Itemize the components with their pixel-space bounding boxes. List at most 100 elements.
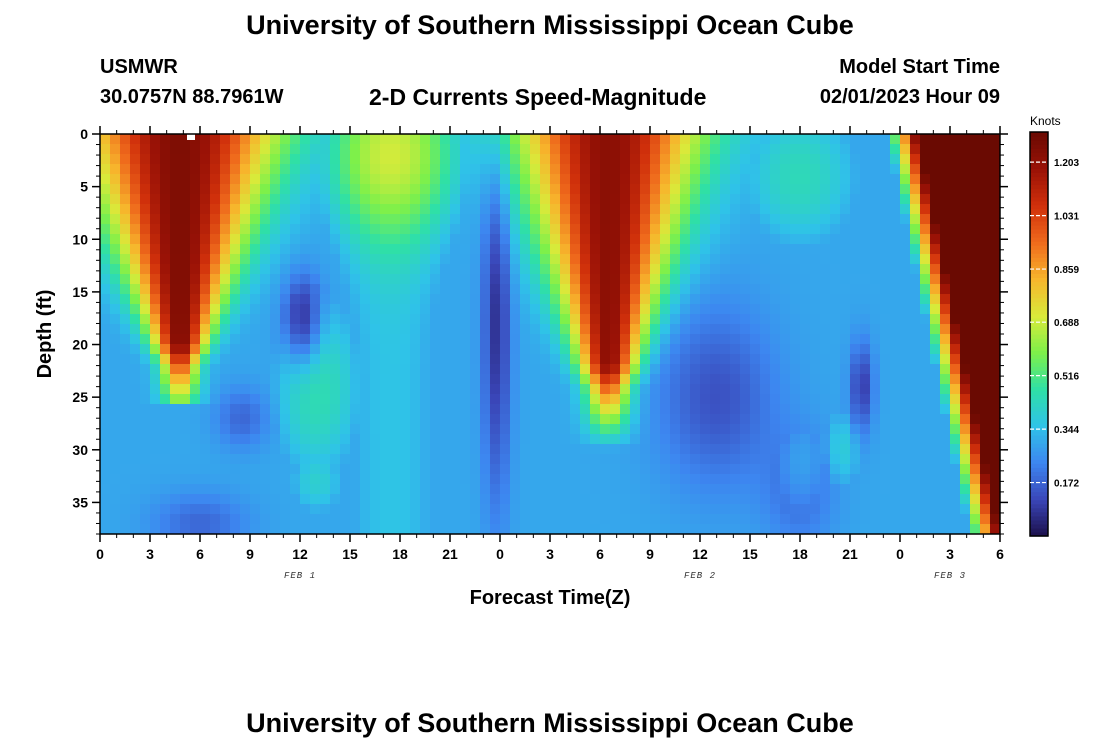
heatmap-cell (170, 284, 181, 295)
heatmap-cell (530, 514, 541, 525)
heatmap-cell (610, 214, 621, 225)
heatmap-cell (170, 314, 181, 325)
heatmap-cell (730, 204, 741, 215)
heatmap-cell (910, 374, 921, 385)
heatmap-cell (990, 224, 1000, 235)
heatmap-cell (580, 454, 591, 465)
heatmap-cell (410, 444, 421, 455)
heatmap-cell (340, 244, 351, 255)
colorbar-swatch (1030, 265, 1048, 270)
heatmap-cell (440, 144, 451, 155)
heatmap-cell (420, 294, 431, 305)
heatmap-cell (680, 214, 691, 225)
heatmap-cell (480, 374, 491, 385)
heatmap-cell (300, 434, 311, 445)
heatmap-cell (420, 504, 431, 515)
heatmap-cell (220, 454, 231, 465)
heatmap-cell (910, 264, 921, 275)
heatmap-cell (430, 354, 441, 365)
heatmap-cell (340, 524, 351, 534)
heatmap-cell (450, 374, 461, 385)
heatmap-cell (560, 374, 571, 385)
heatmap-cell (470, 344, 481, 355)
heatmap-cell (750, 174, 761, 185)
heatmap-cell (760, 264, 771, 275)
heatmap-cell (880, 484, 891, 495)
heatmap-cell (650, 194, 661, 205)
heatmap-cell (300, 244, 311, 255)
heatmap-cell (360, 174, 371, 185)
heatmap-cell (790, 264, 801, 275)
colorbar-swatch (1030, 447, 1048, 452)
heatmap-cell (640, 444, 651, 455)
heatmap-cell (910, 514, 921, 525)
heatmap-cell (620, 294, 631, 305)
heatmap-cell (980, 134, 991, 145)
heatmap-cell (460, 214, 471, 225)
heatmap-cell (300, 454, 311, 465)
heatmap-cell (650, 224, 661, 235)
heatmap-cell (380, 374, 391, 385)
heatmap-cell (200, 234, 211, 245)
heatmap-cell (750, 194, 761, 205)
heatmap-cell (560, 274, 571, 285)
heatmap-cell (310, 334, 321, 345)
heatmap-cell (840, 134, 851, 145)
heatmap-cell (410, 514, 421, 525)
heatmap-cell (920, 454, 931, 465)
heatmap-cell (100, 444, 111, 455)
heatmap-cell (280, 164, 291, 175)
heatmap-cell (490, 424, 501, 435)
heatmap-cell (580, 184, 591, 195)
heatmap-cell (530, 294, 541, 305)
heatmap-cell (360, 474, 371, 485)
heatmap-cell (250, 344, 261, 355)
heatmap-cell (470, 214, 481, 225)
x-tick-label: 0 (896, 546, 904, 562)
heatmap-cell (760, 294, 771, 305)
heatmap-cell (640, 234, 651, 245)
heatmap-cell (690, 274, 701, 285)
heatmap-cell (920, 384, 931, 395)
heatmap-cell (850, 424, 861, 435)
heatmap-cell (150, 284, 161, 295)
heatmap-cell (990, 304, 1000, 315)
heatmap-cell (810, 184, 821, 195)
heatmap-cell (620, 404, 631, 415)
heatmap-cell (640, 194, 651, 205)
heatmap-cell (990, 264, 1000, 275)
heatmap-cell (760, 344, 771, 355)
heatmap-cell (720, 274, 731, 285)
heatmap-cell (200, 224, 211, 235)
heatmap-cell (590, 234, 601, 245)
heatmap-cell (580, 324, 591, 335)
heatmap-cell (380, 204, 391, 215)
heatmap-cell (550, 224, 561, 235)
x-tick-label: 18 (392, 546, 408, 562)
colorbar-swatch (1030, 523, 1048, 529)
heatmap-cell (750, 344, 761, 355)
heatmap-cell (240, 404, 251, 415)
heatmap-cell (200, 194, 211, 205)
heatmap-cell (490, 294, 501, 305)
heatmap-cell (840, 324, 851, 335)
heatmap-cell (930, 154, 941, 165)
heatmap-cell (700, 244, 711, 255)
heatmap-cell (740, 244, 751, 255)
heatmap-cell (300, 504, 311, 515)
heatmap-cell (240, 364, 251, 375)
heatmap-cell (480, 424, 491, 435)
heatmap-cell (290, 294, 301, 305)
heatmap-cell (960, 194, 971, 205)
heatmap-cell (530, 434, 541, 445)
heatmap-cell (260, 324, 271, 335)
colorbar-swatch (1030, 346, 1048, 351)
heatmap-cell (920, 294, 931, 305)
heatmap-cell (920, 434, 931, 445)
heatmap-cell (200, 314, 211, 325)
heatmap-cell (630, 444, 641, 455)
heatmap-cell (180, 174, 191, 185)
heatmap-cell (260, 404, 271, 415)
heatmap-cell (370, 464, 381, 475)
heatmap-cell (410, 304, 421, 315)
